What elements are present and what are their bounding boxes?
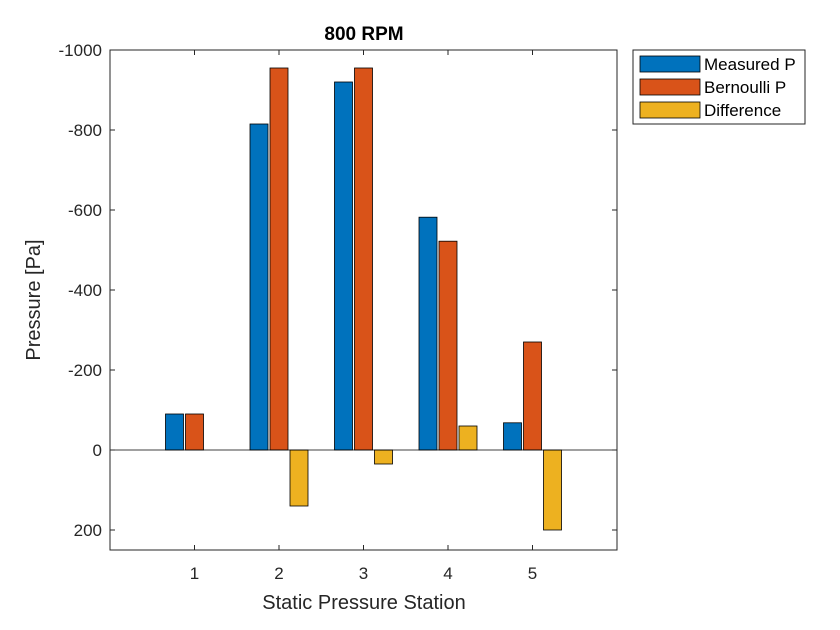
- chart-title: 800 RPM: [324, 24, 403, 45]
- bars-group: [165, 67, 562, 531]
- x-tick-label: 3: [359, 564, 368, 583]
- bar-measured-p-station-2: [249, 123, 269, 451]
- y-tick-label: -200: [68, 361, 102, 380]
- bar-difference-station-3: [374, 449, 393, 465]
- y-tick-label: -600: [68, 201, 102, 220]
- x-tick-label: 1: [190, 564, 199, 583]
- bar-difference-station-2: [289, 449, 309, 507]
- bar-measured-p-station-3: [334, 81, 353, 451]
- legend-swatch-difference: [639, 101, 701, 119]
- bar-bernoulli-p-station-5: [523, 341, 542, 451]
- bar-bernoulli-p-station-4: [438, 240, 458, 451]
- bar-bernoulli-p-station-3: [354, 67, 373, 451]
- y-tick-label: -1000: [59, 41, 102, 60]
- y-tick-label: -400: [68, 281, 102, 300]
- bar-measured-p-station-5: [503, 422, 522, 451]
- y-tick-label: 0: [93, 441, 102, 460]
- bar-measured-p-station-1: [165, 413, 184, 451]
- legend-label-measured-p: Measured P: [704, 55, 796, 74]
- ticks-group: -1000 -800 -600 -400 -200 0 200 1 2 3 4 5: [59, 41, 617, 583]
- legend-swatch-measured-p: [639, 55, 701, 73]
- x-tick-label: 2: [274, 564, 283, 583]
- x-tick-label: 4: [443, 564, 452, 583]
- bar-bernoulli-p-station-2: [269, 67, 289, 451]
- y-axis-label: Pressure [Pa]: [23, 239, 45, 360]
- legend-label-difference: Difference: [704, 101, 781, 120]
- legend-label-bernoulli-p: Bernoulli P: [704, 78, 786, 97]
- bar-bernoulli-p-station-1: [185, 413, 204, 451]
- legend-swatch-bernoulli-p: [639, 78, 701, 96]
- y-tick-label: -800: [68, 121, 102, 140]
- legend: Measured P Bernoulli P Difference: [632, 49, 806, 125]
- y-tick-label: 200: [74, 521, 102, 540]
- x-axis-label: Static Pressure Station: [262, 592, 465, 614]
- bar-difference-station-5: [543, 449, 562, 531]
- bar-difference-station-4: [458, 425, 478, 451]
- x-tick-label: 5: [528, 564, 537, 583]
- bar-measured-p-station-4: [418, 216, 438, 451]
